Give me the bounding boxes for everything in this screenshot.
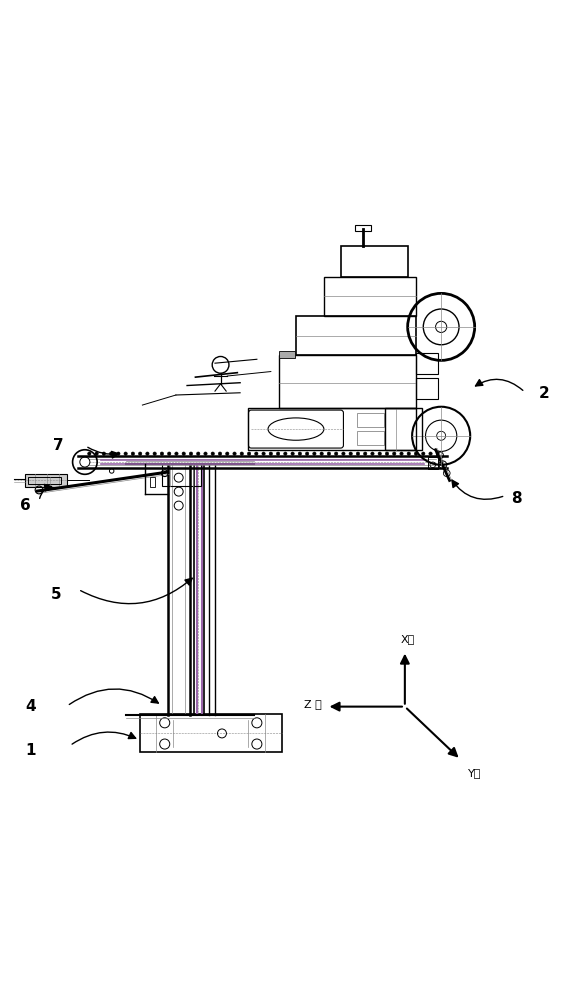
Bar xyxy=(249,408,422,450)
Text: 6: 6 xyxy=(20,498,30,513)
Bar xyxy=(296,316,416,355)
Bar xyxy=(162,464,201,486)
Circle shape xyxy=(356,452,360,455)
Circle shape xyxy=(298,452,302,455)
Circle shape xyxy=(139,452,142,455)
Text: 5: 5 xyxy=(51,587,61,602)
Bar xyxy=(416,353,438,374)
Circle shape xyxy=(342,452,345,455)
Circle shape xyxy=(87,452,91,455)
Circle shape xyxy=(378,452,381,455)
Text: 7: 7 xyxy=(54,438,64,453)
Circle shape xyxy=(371,452,374,455)
Circle shape xyxy=(146,452,149,455)
Circle shape xyxy=(211,452,214,455)
Circle shape xyxy=(385,452,389,455)
Circle shape xyxy=(364,452,367,455)
Circle shape xyxy=(327,452,331,455)
Bar xyxy=(279,351,295,358)
Circle shape xyxy=(218,452,222,455)
Circle shape xyxy=(160,452,164,455)
Circle shape xyxy=(131,452,135,455)
Circle shape xyxy=(415,452,418,455)
Bar xyxy=(355,225,371,231)
Circle shape xyxy=(393,452,396,455)
Text: 4: 4 xyxy=(25,699,36,714)
Circle shape xyxy=(262,452,265,455)
Circle shape xyxy=(248,452,251,455)
Bar xyxy=(149,477,155,487)
Circle shape xyxy=(197,452,200,455)
Circle shape xyxy=(400,452,403,455)
Bar xyxy=(358,413,384,427)
Circle shape xyxy=(334,452,338,455)
Circle shape xyxy=(312,452,316,455)
Text: 2: 2 xyxy=(539,386,550,401)
Circle shape xyxy=(240,452,244,455)
Circle shape xyxy=(109,452,113,455)
Circle shape xyxy=(436,452,439,455)
Circle shape xyxy=(407,452,411,455)
Bar xyxy=(279,355,416,408)
Text: X轴: X轴 xyxy=(400,634,415,644)
Bar xyxy=(140,714,282,752)
Bar xyxy=(358,431,384,445)
Circle shape xyxy=(233,452,236,455)
Circle shape xyxy=(190,452,193,455)
Circle shape xyxy=(349,452,352,455)
Circle shape xyxy=(168,452,171,455)
Circle shape xyxy=(254,452,258,455)
Circle shape xyxy=(284,452,287,455)
Circle shape xyxy=(429,452,432,455)
Text: Z 轴: Z 轴 xyxy=(304,699,321,709)
Circle shape xyxy=(175,452,178,455)
Bar xyxy=(416,378,438,399)
Circle shape xyxy=(306,452,309,455)
Bar xyxy=(341,246,408,277)
Circle shape xyxy=(291,452,294,455)
Circle shape xyxy=(269,452,272,455)
Text: 8: 8 xyxy=(511,491,522,506)
Text: 1: 1 xyxy=(25,743,36,758)
Circle shape xyxy=(204,452,207,455)
Bar xyxy=(25,474,67,487)
Bar xyxy=(428,457,438,469)
Circle shape xyxy=(117,452,120,455)
Circle shape xyxy=(320,452,323,455)
Circle shape xyxy=(422,452,425,455)
Bar xyxy=(28,477,61,484)
Circle shape xyxy=(276,452,280,455)
Circle shape xyxy=(226,452,229,455)
Text: Y轴: Y轴 xyxy=(468,768,481,778)
Circle shape xyxy=(102,452,105,455)
Circle shape xyxy=(95,452,98,455)
Circle shape xyxy=(182,452,186,455)
Bar xyxy=(324,277,416,316)
Circle shape xyxy=(153,452,156,455)
Bar xyxy=(385,408,416,450)
Circle shape xyxy=(124,452,127,455)
